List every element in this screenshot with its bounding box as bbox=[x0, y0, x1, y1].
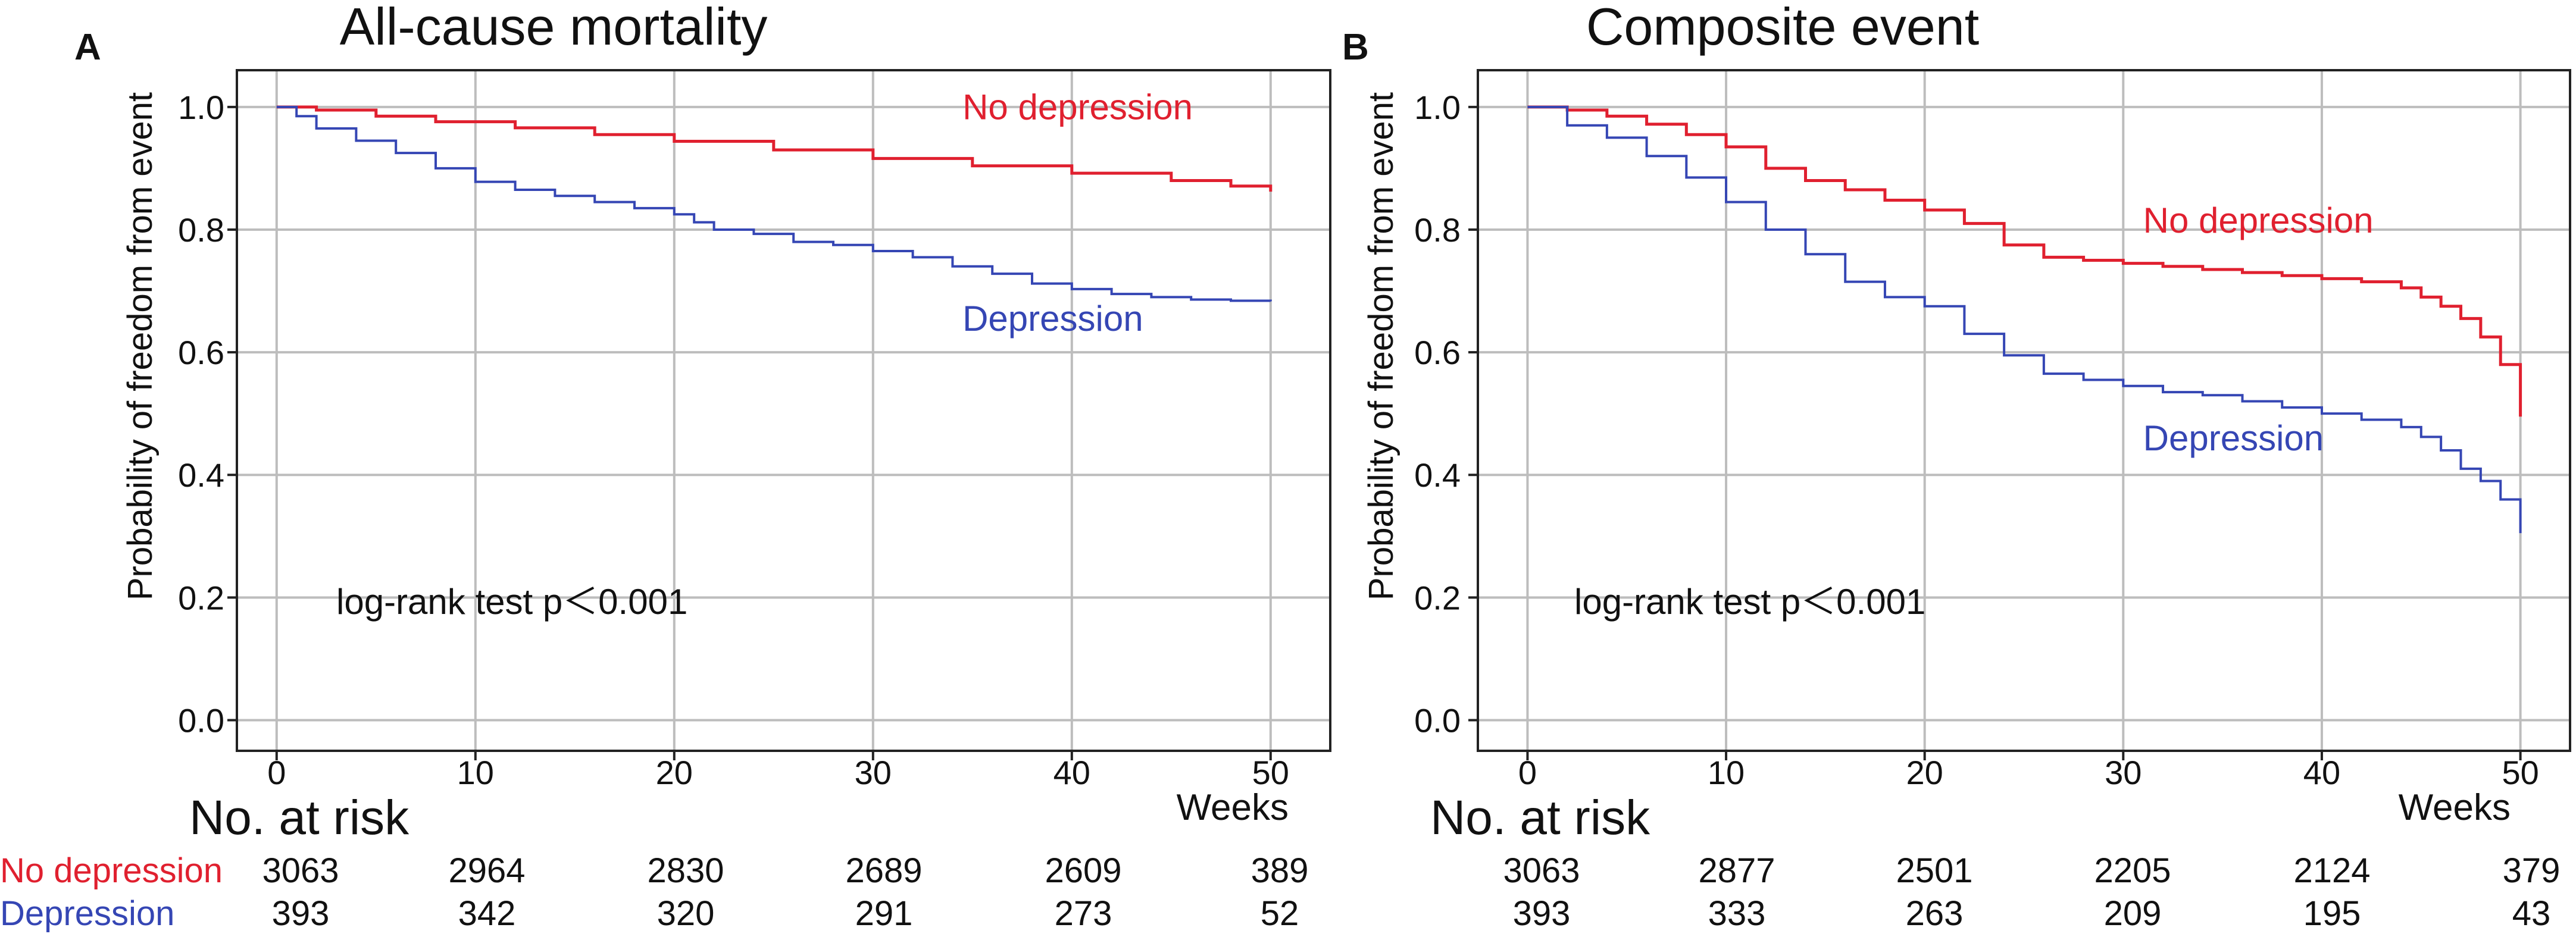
panel-a-y-axis-label: Probability of freedom from event bbox=[121, 92, 160, 600]
x-tick-label: 50 bbox=[1252, 754, 1289, 791]
risk-count-no-depression: 3063 bbox=[1503, 851, 1580, 890]
risk-count-depression: 263 bbox=[1906, 894, 1964, 933]
curve-depression bbox=[1527, 105, 2522, 534]
panel-b-x-axis-label: Weeks bbox=[2399, 787, 2511, 828]
risk-count-no-depression: 2830 bbox=[647, 851, 724, 890]
risk-label-no-depression: No depression bbox=[0, 851, 223, 890]
panel-a-x-axis-label: Weeks bbox=[1177, 787, 1289, 828]
risk-count-no-depression: 2689 bbox=[845, 851, 922, 890]
risk-count-depression: 291 bbox=[855, 894, 913, 933]
x-tick-label: 30 bbox=[855, 754, 892, 791]
y-tick-label: 1.0 bbox=[1414, 89, 1461, 126]
x-tick-label: 0 bbox=[1518, 754, 1537, 791]
panel-b: B Composite event Probability of freedom… bbox=[1342, 0, 2571, 933]
panel-a: A All-cause mortality Probability of fre… bbox=[0, 0, 1331, 933]
risk-count-no-depression: 2609 bbox=[1045, 851, 1121, 890]
y-tick-label: 0.4 bbox=[178, 456, 224, 494]
panel-a-risk-table-title: No. at risk bbox=[189, 791, 409, 845]
series-label-no-depression: No depression bbox=[962, 87, 1193, 127]
panel-b-plot-frame bbox=[1477, 69, 2571, 752]
panel-a-y-ticks: 0.0 0.2 0.4 0.6 0.8 1.0 bbox=[178, 89, 237, 739]
curve-no-depression bbox=[276, 105, 1273, 192]
x-tick-label: 0 bbox=[267, 754, 286, 791]
panel-b-x-ticks: 0 10 20 30 40 50 bbox=[1518, 751, 2539, 791]
y-tick-label: 0.0 bbox=[178, 701, 224, 739]
panel-a-curves bbox=[276, 105, 1273, 302]
series-label-no-depression: No depression bbox=[2143, 200, 2374, 240]
risk-count-depression: 195 bbox=[2303, 894, 2361, 933]
y-tick-label: 0.6 bbox=[178, 334, 224, 371]
risk-count-depression: 320 bbox=[657, 894, 715, 933]
panel-letter-b: B bbox=[1342, 27, 1369, 68]
y-tick-label: 0.4 bbox=[1414, 456, 1461, 494]
curve-depression bbox=[276, 105, 1272, 302]
panel-a-x-ticks: 0 10 20 30 40 50 bbox=[267, 751, 1289, 791]
risk-count-depression: 273 bbox=[1055, 894, 1112, 933]
x-tick-label: 10 bbox=[1708, 754, 1745, 791]
risk-count-depression: 209 bbox=[2104, 894, 2162, 933]
panel-b-title: Composite event bbox=[1586, 0, 1979, 56]
panel-b-grid bbox=[1478, 70, 2570, 751]
panel-b-risk-table-title: No. at risk bbox=[1430, 791, 1650, 845]
risk-count-no-depression: 2964 bbox=[448, 851, 525, 890]
panel-b-logrank-annotation: log-rank test p＜0.001 bbox=[1574, 582, 1925, 622]
panel-a-logrank-annotation: log-rank test p＜0.001 bbox=[336, 582, 687, 622]
panel-letter-a: A bbox=[74, 27, 101, 68]
risk-count-no-depression: 389 bbox=[1251, 851, 1309, 890]
risk-count-no-depression: 379 bbox=[2503, 851, 2561, 890]
y-tick-label: 0.8 bbox=[1414, 211, 1461, 249]
y-tick-label: 0.8 bbox=[178, 211, 224, 249]
panel-b-y-axis-label: Probability of freedom from event bbox=[1362, 92, 1400, 600]
x-tick-label: 40 bbox=[1053, 754, 1090, 791]
series-label-depression: Depression bbox=[2143, 418, 2324, 458]
y-tick-label: 0.2 bbox=[1414, 579, 1461, 616]
risk-count-depression: 342 bbox=[458, 894, 516, 933]
x-tick-label: 10 bbox=[457, 754, 494, 791]
risk-count-no-depression: 2205 bbox=[2094, 851, 2171, 890]
panel-a-grid bbox=[237, 70, 1330, 751]
series-label-depression: Depression bbox=[962, 299, 1143, 339]
risk-count-no-depression: 2501 bbox=[1896, 851, 1972, 890]
risk-count-depression: 333 bbox=[1708, 894, 1766, 933]
curve-no-depression bbox=[1527, 105, 2522, 417]
panel-a-risk-table: 3063 2964 2830 2689 2609 389 393 342 320 291 273 52 bbox=[262, 851, 1308, 933]
risk-count-depression: 52 bbox=[1261, 894, 1299, 933]
panel-a-title: All-cause mortality bbox=[340, 0, 768, 56]
panel-b-risk-table: 3063 2877 2501 2205 2124 379 393 333 263 209 195 43 bbox=[1503, 851, 2560, 933]
risk-label-depression: Depression bbox=[0, 894, 174, 933]
x-tick-label: 40 bbox=[2303, 754, 2340, 791]
risk-count-no-depression: 2124 bbox=[2293, 851, 2370, 890]
panel-b-y-ticks: 0.0 0.2 0.4 0.6 0.8 1.0 bbox=[1414, 89, 1478, 739]
risk-count-no-depression: 2877 bbox=[1698, 851, 1775, 890]
x-tick-label: 50 bbox=[2502, 754, 2539, 791]
y-tick-label: 1.0 bbox=[178, 89, 224, 126]
risk-count-depression: 393 bbox=[1513, 894, 1571, 933]
panel-a-plot-frame bbox=[236, 69, 1331, 752]
panel-b-series-labels: No depression Depression bbox=[2143, 200, 2374, 458]
y-tick-label: 0.6 bbox=[1414, 334, 1461, 371]
risk-count-no-depression: 3063 bbox=[262, 851, 339, 890]
risk-count-depression: 393 bbox=[272, 894, 330, 933]
x-tick-label: 30 bbox=[2105, 754, 2142, 791]
panel-b-curves bbox=[1527, 105, 2522, 534]
y-tick-label: 0.2 bbox=[178, 579, 224, 616]
x-tick-label: 20 bbox=[656, 754, 693, 791]
panel-a-series-labels: No depression Depression bbox=[962, 87, 1193, 339]
y-tick-label: 0.0 bbox=[1414, 701, 1461, 739]
x-tick-label: 20 bbox=[1906, 754, 1943, 791]
risk-count-depression: 43 bbox=[2512, 894, 2551, 933]
